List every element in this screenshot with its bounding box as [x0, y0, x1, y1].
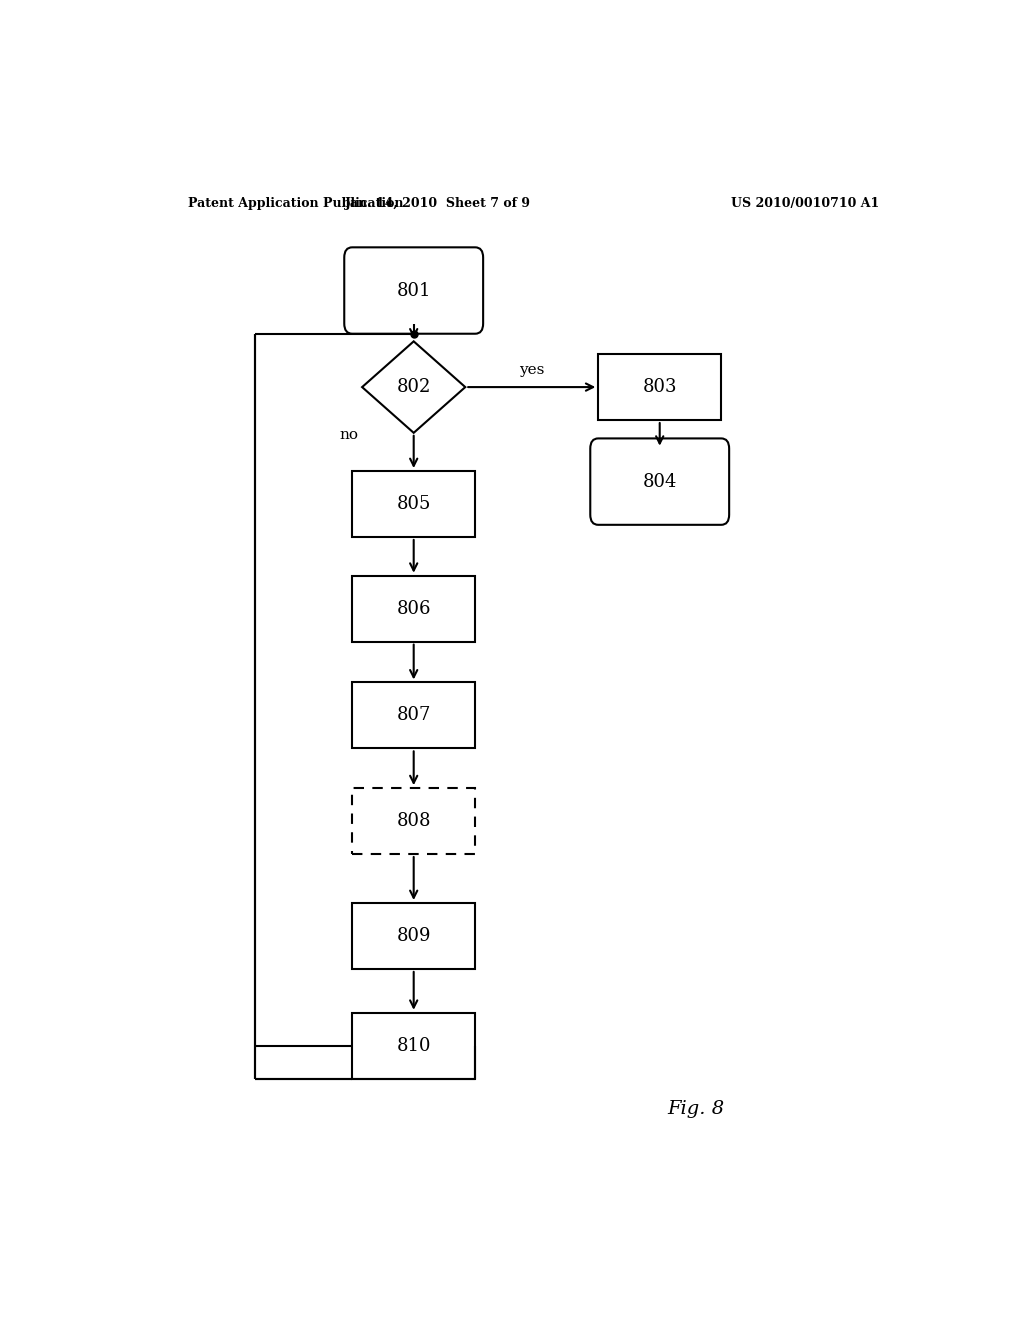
Bar — [352, 788, 475, 854]
Text: 807: 807 — [396, 706, 431, 725]
Text: US 2010/0010710 A1: US 2010/0010710 A1 — [731, 197, 880, 210]
FancyBboxPatch shape — [590, 438, 729, 525]
Text: Fig. 8: Fig. 8 — [668, 1100, 725, 1118]
Text: 808: 808 — [396, 812, 431, 830]
Bar — [352, 471, 475, 537]
Bar — [352, 682, 475, 748]
Text: 802: 802 — [396, 378, 431, 396]
Text: 803: 803 — [642, 378, 677, 396]
Bar — [598, 354, 721, 420]
Text: no: no — [339, 428, 358, 442]
Bar — [352, 576, 475, 642]
Text: 806: 806 — [396, 599, 431, 618]
Bar — [352, 1012, 475, 1078]
FancyBboxPatch shape — [344, 247, 483, 334]
Text: 804: 804 — [642, 473, 677, 491]
Text: yes: yes — [519, 363, 545, 378]
Text: 805: 805 — [396, 495, 431, 513]
Bar — [352, 903, 475, 969]
Text: Patent Application Publication: Patent Application Publication — [187, 197, 403, 210]
Text: 810: 810 — [396, 1036, 431, 1055]
Text: 801: 801 — [396, 281, 431, 300]
Text: 809: 809 — [396, 927, 431, 945]
Text: Jan. 14, 2010  Sheet 7 of 9: Jan. 14, 2010 Sheet 7 of 9 — [344, 197, 530, 210]
Polygon shape — [362, 342, 465, 433]
